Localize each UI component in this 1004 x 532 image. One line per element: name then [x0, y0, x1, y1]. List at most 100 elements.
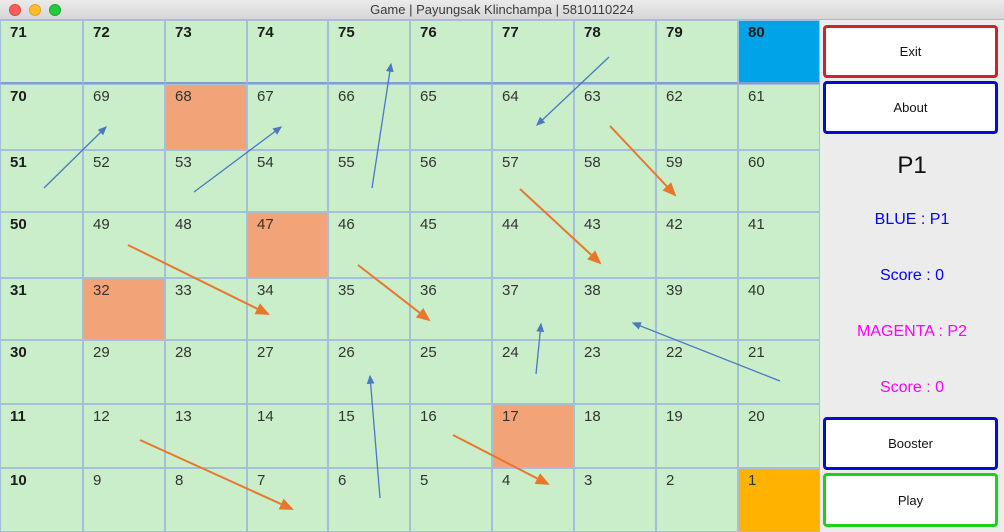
cell-number: 80	[748, 24, 765, 41]
board-cell: 52	[83, 150, 165, 212]
cell-number: 72	[93, 24, 110, 41]
cell-number: 64	[502, 88, 519, 105]
cell-number: 26	[338, 344, 355, 361]
cell-number: 55	[338, 154, 355, 171]
cell-number: 13	[175, 408, 192, 425]
board-cell: 12	[83, 404, 165, 468]
cell-number: 28	[175, 344, 192, 361]
cell-number: 6	[338, 472, 347, 489]
board-arrows-layer	[43, 56, 781, 510]
cell-number: 40	[748, 282, 765, 299]
board-cell: 53	[165, 150, 247, 212]
cell-number: 38	[584, 282, 601, 299]
board-cell: 79	[656, 20, 738, 84]
close-window-button[interactable]	[9, 4, 21, 16]
cell-number: 27	[257, 344, 274, 361]
cell-number: 59	[666, 154, 683, 171]
ladder-arrow	[535, 322, 545, 375]
board-cell: 69	[83, 84, 165, 150]
board-cell: 22	[656, 340, 738, 404]
cell-number: 69	[93, 88, 110, 105]
board-cell: 51	[0, 150, 83, 212]
cell-number: 23	[584, 344, 601, 361]
board-cell: 80	[738, 20, 820, 84]
blue-player-label: BLUE : P1	[874, 211, 950, 228]
cell-number: 8	[175, 472, 184, 489]
cell-number: 11	[10, 408, 26, 425]
exit-button[interactable]: Exit	[823, 25, 998, 78]
board-cell: 68	[165, 84, 247, 150]
board-cell: 45	[410, 212, 492, 278]
cell-number: 16	[420, 408, 437, 425]
cell-number: 42	[666, 216, 683, 233]
control-panel: Exit About P1 BLUE : P1 Score : 0 MAGENT…	[820, 20, 1004, 532]
board-cell: 64	[492, 84, 574, 150]
cell-number: 52	[93, 154, 110, 171]
snake-arrow	[139, 439, 294, 510]
board-cell: 18	[574, 404, 656, 468]
cell-number: 25	[420, 344, 437, 361]
minimize-window-button[interactable]	[29, 4, 41, 16]
board-cell: 65	[410, 84, 492, 150]
cell-number: 9	[93, 472, 102, 489]
board-cell: 74	[247, 20, 328, 84]
cell-number: 68	[175, 88, 192, 105]
cell-number: 39	[666, 282, 683, 299]
board-cell: 13	[165, 404, 247, 468]
window-titlebar: Game | Payungsak Klinchampa | 5810110224	[0, 0, 1004, 20]
cell-number: 78	[584, 24, 601, 41]
board-cell: 19	[656, 404, 738, 468]
cell-number: 35	[338, 282, 355, 299]
board-cell: 76	[410, 20, 492, 84]
cell-number: 54	[257, 154, 274, 171]
cell-number: 37	[502, 282, 519, 299]
cell-number: 34	[257, 282, 274, 299]
ladder-arrow	[536, 56, 610, 126]
cell-number: 74	[257, 24, 274, 41]
board-cell: 41	[738, 212, 820, 278]
cell-number: 12	[93, 408, 110, 425]
board-cell: 42	[656, 212, 738, 278]
board-cell: 34	[247, 278, 328, 340]
ladder-arrow	[631, 322, 781, 382]
cell-number: 57	[502, 154, 519, 171]
about-button[interactable]: About	[823, 81, 998, 134]
cell-number: 10	[10, 472, 27, 489]
cell-number: 61	[748, 88, 765, 105]
cell-number: 20	[748, 408, 765, 425]
cell-number: 48	[175, 216, 192, 233]
cell-number: 58	[584, 154, 601, 171]
play-button[interactable]: Play	[823, 473, 998, 527]
board-cell: 44	[492, 212, 574, 278]
ladder-arrow	[366, 374, 381, 499]
cell-number: 45	[420, 216, 437, 233]
board-cell: 40	[738, 278, 820, 340]
maximize-window-button[interactable]	[49, 4, 61, 16]
board-cell: 39	[656, 278, 738, 340]
cell-number: 29	[93, 344, 110, 361]
cell-number: 50	[10, 216, 27, 233]
cell-number: 5	[420, 472, 429, 489]
board-cell: 25	[410, 340, 492, 404]
cell-number: 46	[338, 216, 355, 233]
board-cell: 67	[247, 84, 328, 150]
ladder-arrow	[371, 62, 394, 189]
board-cell: 58	[574, 150, 656, 212]
cell-number: 1	[748, 472, 757, 489]
board-cell: 55	[328, 150, 410, 212]
cell-number: 43	[584, 216, 601, 233]
ladder-arrow	[43, 126, 107, 189]
game-board: 71 72 73 74 75 76 77 78 79 80 70 69 68 67 66 65 64 63 62 61…	[0, 20, 820, 532]
cell-number: 19	[666, 408, 683, 425]
cell-number: 33	[175, 282, 192, 299]
cell-number: 3	[584, 472, 593, 489]
cell-number: 62	[666, 88, 683, 105]
cell-number: 56	[420, 154, 437, 171]
cell-number: 60	[748, 154, 765, 171]
cell-number: 77	[502, 24, 519, 41]
cell-number: 32	[93, 282, 110, 299]
booster-button[interactable]: Booster	[823, 417, 998, 470]
cell-number: 24	[502, 344, 519, 361]
board-cell: 71	[0, 20, 83, 84]
cell-number: 66	[338, 88, 355, 105]
